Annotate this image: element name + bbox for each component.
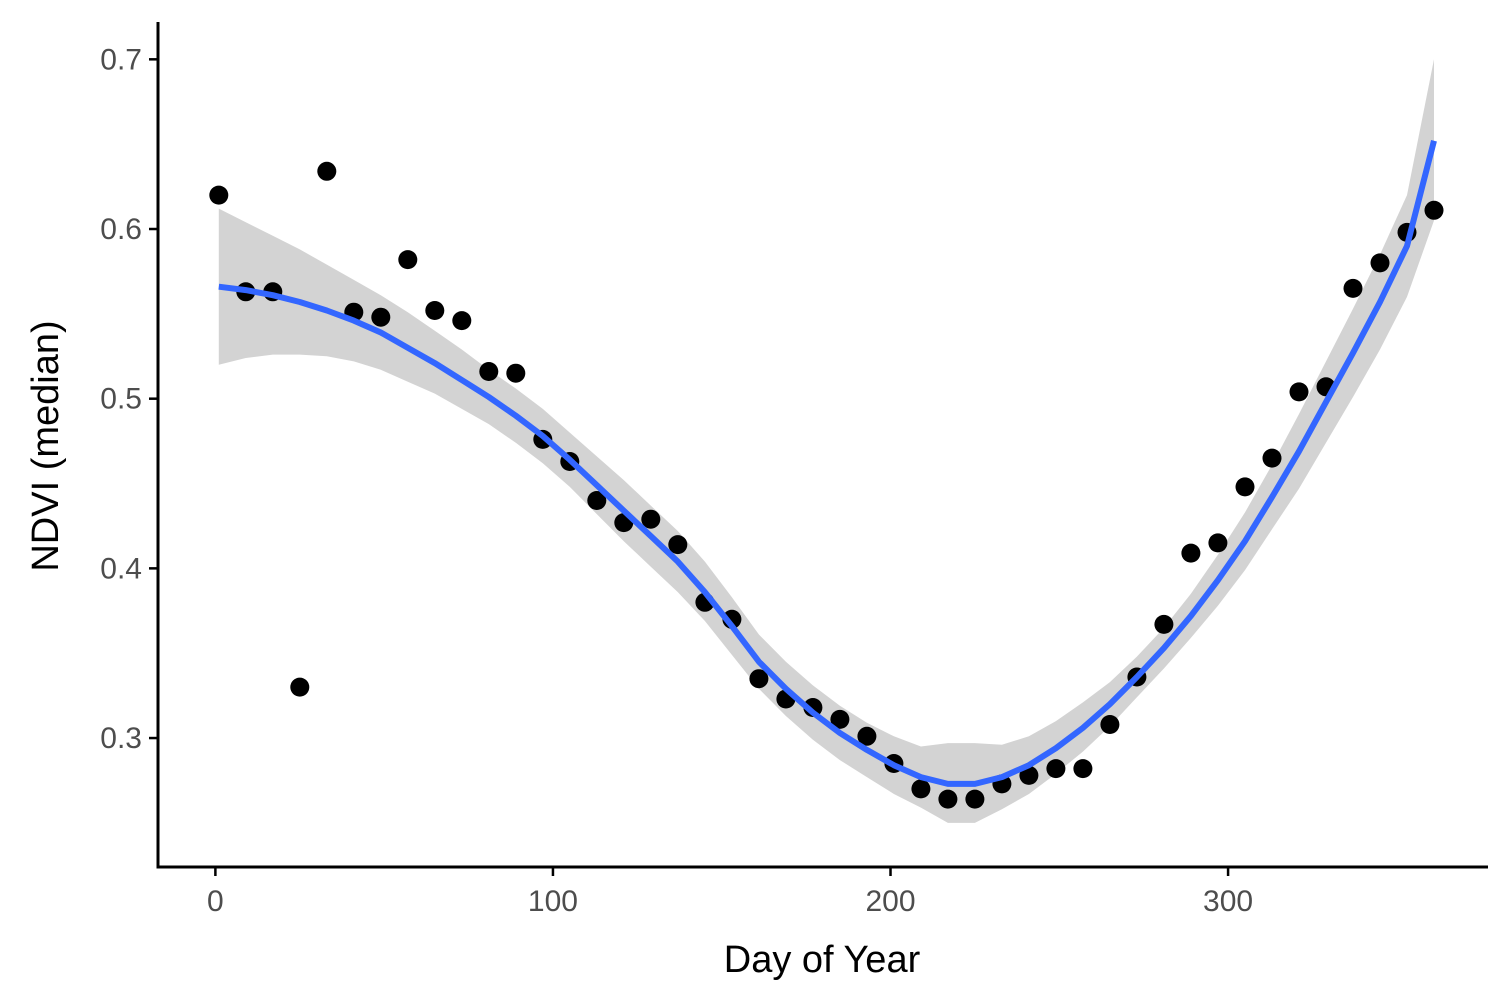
y-axis-title: NDVI (median)	[25, 320, 67, 571]
data-point	[1343, 278, 1363, 298]
data-point	[1073, 759, 1093, 779]
data-point	[317, 161, 337, 181]
data-point	[830, 709, 850, 729]
smooth-line-layer	[218, 140, 1437, 787]
data-point	[938, 789, 958, 809]
data-point	[641, 509, 661, 529]
x-tick-label: 300	[1203, 885, 1253, 918]
data-point	[965, 789, 985, 809]
data-point	[1046, 759, 1066, 779]
data-point	[425, 301, 445, 320]
axes-layer: 0.3 0.4 0.5 0.6 0.7 0 100 200 300	[100, 22, 1488, 918]
data-point	[857, 726, 877, 746]
data-point	[290, 677, 310, 697]
data-point	[668, 535, 688, 555]
data-point	[1208, 533, 1228, 553]
data-point	[479, 362, 499, 381]
data-point	[371, 307, 391, 327]
data-point	[1289, 382, 1309, 402]
x-tick-label: 200	[865, 885, 915, 918]
confidence-band	[218, 59, 1434, 823]
confidence-band-layer	[218, 59, 1434, 823]
data-point	[1424, 200, 1444, 220]
x-tick-label: 0	[207, 885, 224, 918]
y-tick-label: 0.4	[100, 552, 142, 585]
data-point	[398, 250, 418, 270]
data-point	[209, 185, 229, 205]
data-point	[452, 311, 472, 331]
smooth-line	[218, 140, 1437, 787]
x-axis-title: Day of Year	[724, 939, 921, 981]
y-tick-label: 0.6	[100, 213, 142, 246]
x-tick-label: 100	[528, 885, 578, 918]
data-point	[506, 363, 526, 383]
data-point	[1181, 543, 1201, 563]
y-tick-label: 0.3	[100, 722, 142, 755]
data-point	[1100, 715, 1120, 734]
y-tick-label: 0.5	[100, 383, 142, 416]
y-tick-label: 0.7	[100, 43, 142, 76]
data-point	[1262, 448, 1282, 468]
data-point	[911, 779, 931, 799]
data-point	[1154, 614, 1174, 634]
data-point	[749, 669, 769, 689]
data-point	[1019, 765, 1039, 785]
data-point	[1370, 253, 1390, 273]
data-point	[1235, 477, 1255, 497]
data-point	[587, 491, 607, 510]
